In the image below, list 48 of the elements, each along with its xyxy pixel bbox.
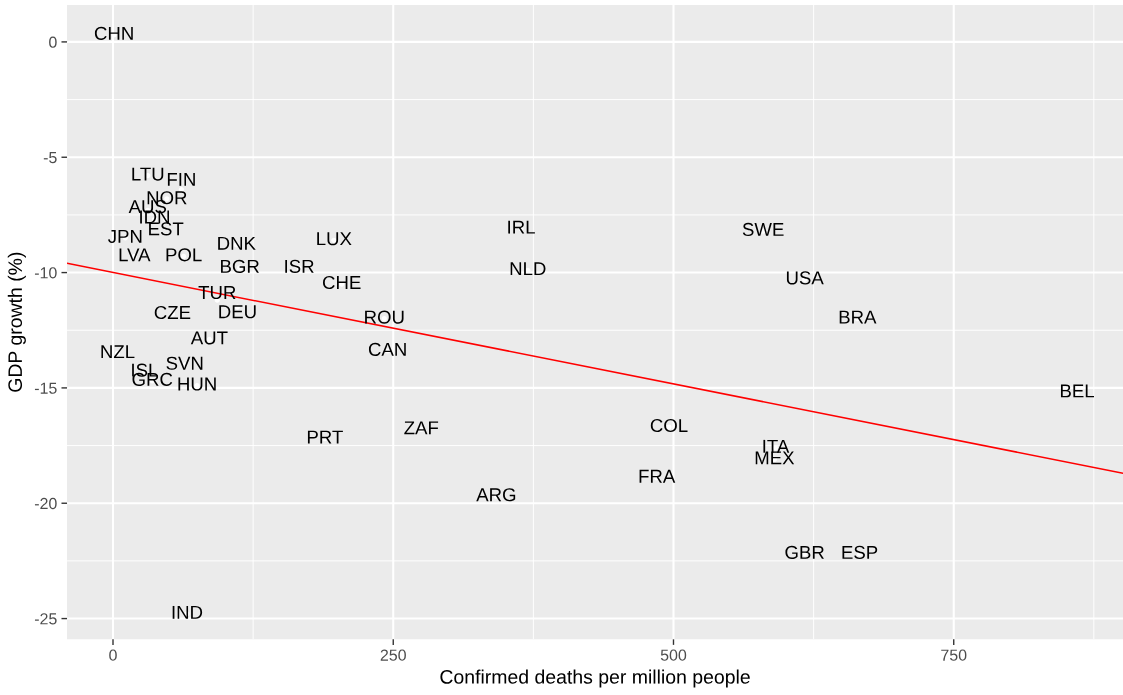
data-label: LUX bbox=[317, 232, 352, 246]
data-label: DNK bbox=[218, 236, 256, 250]
x-axis-title: Confirmed deaths per million people bbox=[440, 669, 750, 688]
data-label: ESP bbox=[842, 545, 878, 559]
x-tick-label: 500 bbox=[660, 649, 687, 661]
data-label: LVA bbox=[119, 248, 151, 262]
data-label: IRL bbox=[508, 220, 535, 234]
data-label: COL bbox=[650, 418, 688, 433]
data-label: ZAF bbox=[404, 421, 439, 435]
y-tick-label: -10 bbox=[34, 267, 57, 279]
data-label: EST bbox=[149, 222, 184, 236]
y-tick-label: -5 bbox=[43, 152, 57, 164]
data-label: ISR bbox=[285, 259, 314, 273]
data-label: SWE bbox=[742, 222, 784, 237]
data-label: BGR bbox=[221, 259, 259, 273]
data-label: ROU bbox=[365, 310, 404, 324]
data-label: JPN bbox=[108, 229, 142, 243]
y-tick-label: -20 bbox=[34, 497, 57, 510]
y-axis-title: GDP growth (%) bbox=[7, 252, 26, 392]
data-label: ITA bbox=[763, 439, 790, 453]
data-label: SVN bbox=[166, 356, 203, 370]
data-label: BRA bbox=[839, 310, 877, 324]
data-label: NLD bbox=[510, 262, 546, 276]
data-label: CZE bbox=[154, 305, 191, 320]
data-label: POL bbox=[166, 248, 202, 262]
x-tick-label: 250 bbox=[380, 649, 406, 661]
data-label: DEU bbox=[219, 305, 256, 319]
data-label: AUT bbox=[190, 331, 228, 345]
data-label: LTU bbox=[132, 167, 164, 181]
x-tick-label: 0 bbox=[109, 649, 117, 661]
data-label: FRA bbox=[639, 469, 676, 483]
data-label: USA bbox=[786, 271, 824, 285]
data-label: ARG bbox=[476, 488, 516, 502]
y-tick-label: 0 bbox=[49, 36, 57, 48]
y-tick-label: -15 bbox=[34, 382, 57, 394]
data-label: FIN bbox=[167, 173, 195, 186]
x-tick-label: 750 bbox=[941, 649, 967, 661]
data-label: CHN bbox=[94, 26, 133, 40]
data-label: BEL bbox=[1060, 384, 1095, 398]
data-label: HUN bbox=[178, 377, 216, 391]
data-label: CAN bbox=[368, 342, 406, 356]
data-label: MEX bbox=[755, 451, 795, 465]
y-tick-label: -25 bbox=[34, 613, 57, 625]
data-label: NZL bbox=[101, 345, 135, 359]
data-label: PRT bbox=[307, 430, 343, 444]
data-label: CHE bbox=[322, 275, 361, 290]
data-label: GBR bbox=[785, 545, 824, 559]
data-label: IND bbox=[172, 605, 203, 619]
